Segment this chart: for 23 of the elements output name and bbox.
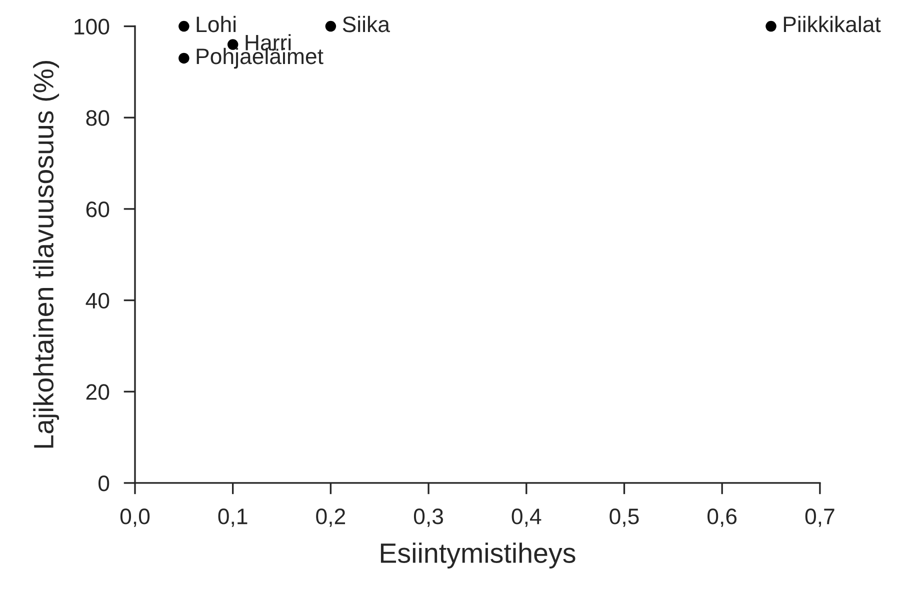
y-tick-label: 0 bbox=[98, 476, 110, 492]
x-tick-label: 0,0 bbox=[120, 508, 150, 527]
y-axis-title: Lajikohtainen tilavuusosuus (%) bbox=[33, 61, 60, 448]
x-tick-label: 0,5 bbox=[610, 508, 639, 527]
y-tick-label: 40 bbox=[86, 292, 110, 309]
y-tick-label: 20 bbox=[86, 384, 110, 400]
y-tick-label: 80 bbox=[86, 110, 110, 126]
point bbox=[766, 20, 776, 32]
annotation: Lohi bbox=[196, 16, 236, 32]
annotation: Siika bbox=[342, 16, 390, 32]
x-tick-label: 0,4 bbox=[512, 508, 542, 527]
annotation: Piikkikalat bbox=[784, 16, 881, 32]
point bbox=[325, 20, 336, 32]
point bbox=[178, 20, 190, 32]
x-tick-label: 0,2 bbox=[316, 508, 346, 527]
y-tick-label: 100 bbox=[74, 18, 110, 35]
x-tick-label: 0,3 bbox=[414, 508, 444, 527]
x-tick-label: 0,7 bbox=[805, 508, 834, 527]
point bbox=[178, 52, 190, 64]
y-tick-label: 60 bbox=[86, 201, 110, 218]
x-axis-title: Esiintymistiheys bbox=[380, 542, 576, 568]
x-tick-label: 0,1 bbox=[218, 508, 248, 527]
x-tick-label: 0,6 bbox=[708, 508, 737, 527]
